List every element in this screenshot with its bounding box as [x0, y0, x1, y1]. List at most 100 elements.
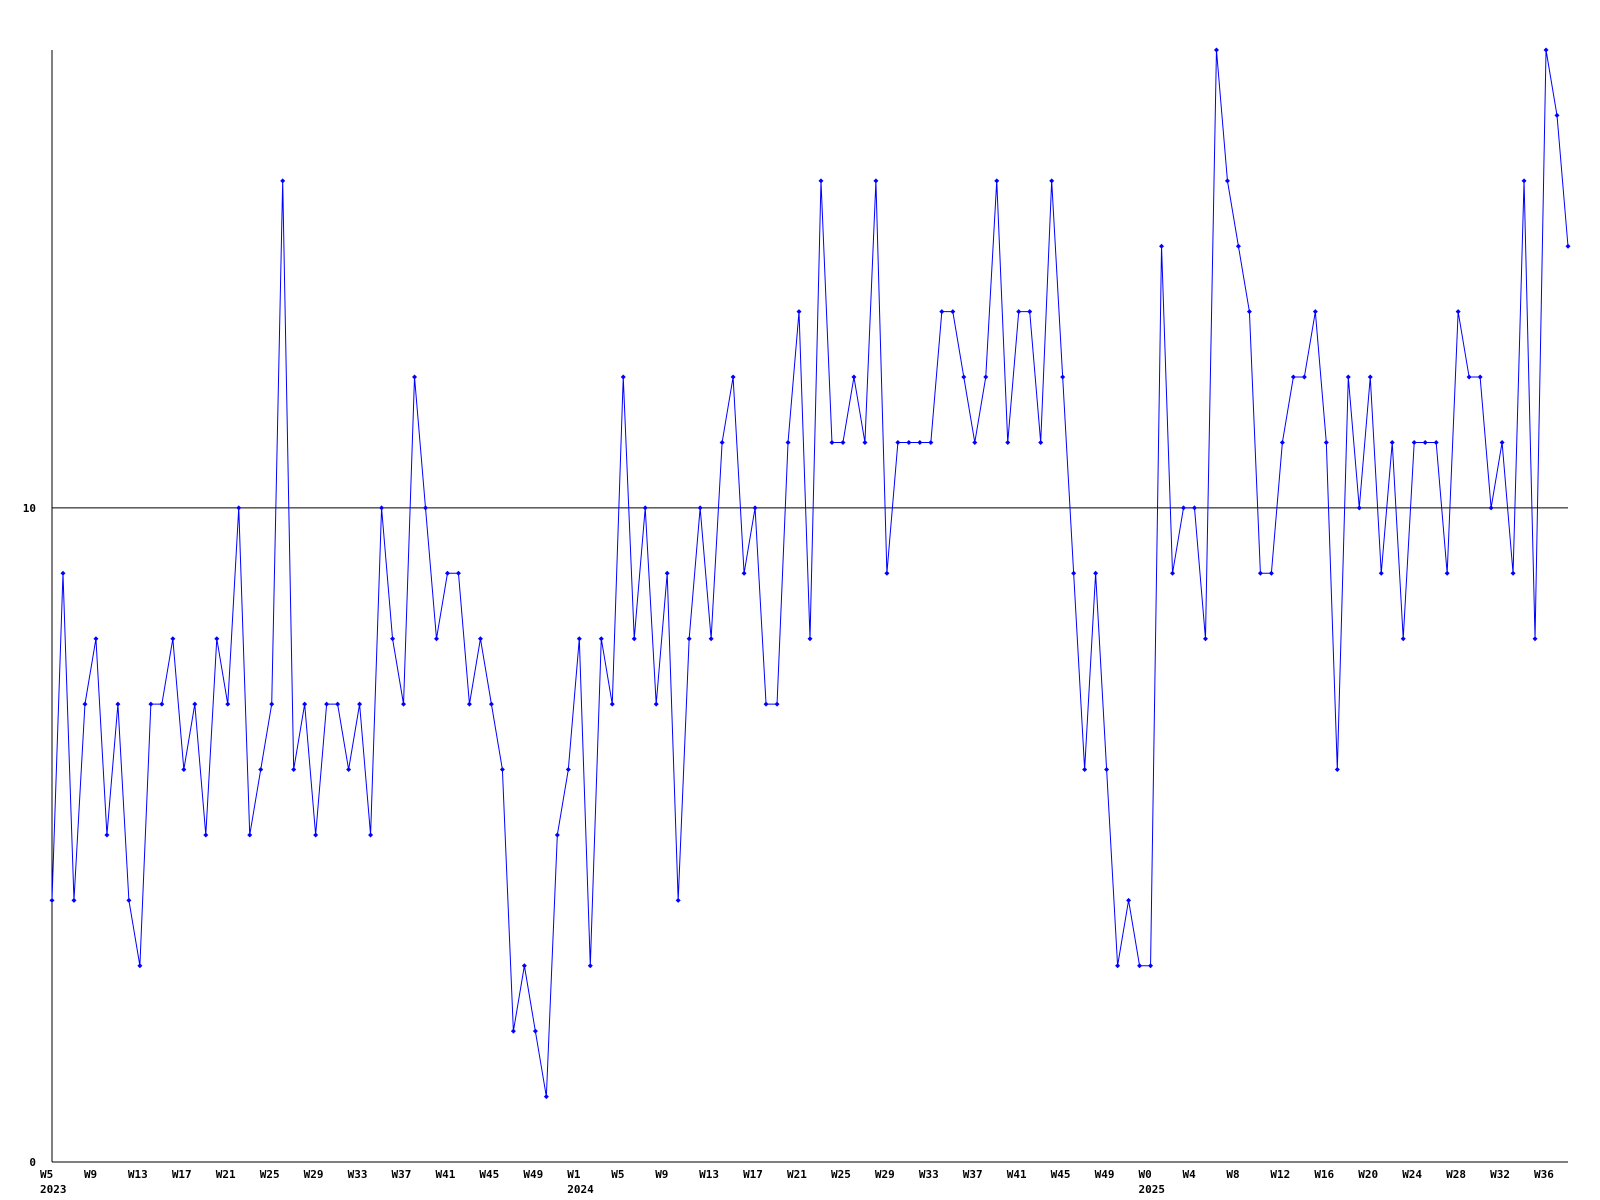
point-marker — [324, 701, 330, 707]
point-marker — [620, 374, 626, 380]
point-marker — [576, 636, 582, 642]
point-marker — [906, 439, 912, 445]
point-marker — [1466, 374, 1472, 380]
x-tick-label: W21 — [216, 1168, 236, 1181]
point-marker — [664, 570, 670, 576]
x-tick-label: W5 — [40, 1168, 53, 1181]
x-tick-label: W1 — [567, 1168, 581, 1181]
x-tick-label: W13 — [699, 1168, 719, 1181]
point-marker — [939, 309, 945, 315]
point-marker — [488, 701, 494, 707]
point-marker — [1279, 439, 1285, 445]
point-marker — [1082, 767, 1088, 773]
point-marker — [1181, 505, 1187, 511]
point-marker — [1400, 636, 1406, 642]
point-marker — [181, 767, 187, 773]
point-marker — [247, 832, 253, 838]
point-marker — [895, 439, 901, 445]
point-marker — [148, 701, 154, 707]
point-marker — [1005, 439, 1011, 445]
x-tick-label: W9 — [84, 1168, 97, 1181]
point-marker — [741, 570, 747, 576]
point-marker — [752, 505, 758, 511]
point-marker — [719, 439, 725, 445]
point-marker — [1071, 570, 1077, 576]
x-tick-label: W36 — [1534, 1168, 1554, 1181]
point-marker — [1422, 439, 1428, 445]
point-marker — [983, 374, 989, 380]
point-marker — [1126, 897, 1132, 903]
point-marker — [203, 832, 209, 838]
x-tick-label: W32 — [1490, 1168, 1510, 1181]
point-marker — [477, 636, 483, 642]
point-marker — [137, 963, 143, 969]
point-marker — [115, 701, 121, 707]
x-tick-label: W20 — [1358, 1168, 1378, 1181]
point-marker — [291, 767, 297, 773]
point-marker — [774, 701, 780, 707]
point-marker — [1137, 963, 1143, 969]
x-tick-label: W17 — [172, 1168, 192, 1181]
point-marker — [1433, 439, 1439, 445]
point-marker — [1213, 47, 1219, 53]
point-marker — [609, 701, 615, 707]
point-marker — [675, 897, 681, 903]
point-marker — [1115, 963, 1121, 969]
x-tick-label: W33 — [919, 1168, 939, 1181]
x-year-label: 2025 — [1139, 1183, 1166, 1196]
x-tick-label: W25 — [260, 1168, 280, 1181]
point-marker — [455, 570, 461, 576]
point-marker — [1038, 439, 1044, 445]
series-line — [51, 49, 1569, 1097]
point-marker — [346, 767, 352, 773]
point-marker — [972, 439, 978, 445]
point-marker — [1301, 374, 1307, 380]
point-marker — [1290, 374, 1296, 380]
x-tick-label: W28 — [1446, 1168, 1466, 1181]
point-marker — [71, 897, 77, 903]
point-marker — [390, 636, 396, 642]
point-marker — [313, 832, 319, 838]
point-marker — [642, 505, 648, 511]
point-marker — [873, 178, 879, 184]
point-marker — [1367, 374, 1373, 380]
point-marker — [159, 701, 165, 707]
point-marker — [631, 636, 637, 642]
x-tick-label: W25 — [831, 1168, 851, 1181]
point-marker — [554, 832, 560, 838]
point-marker — [697, 505, 703, 511]
x-tick-label: W49 — [1095, 1168, 1115, 1181]
point-marker — [1060, 374, 1066, 380]
point-marker — [1049, 178, 1055, 184]
point-marker — [170, 636, 176, 642]
point-marker — [93, 636, 99, 642]
point-marker — [1565, 243, 1571, 249]
point-marker — [1499, 439, 1505, 445]
point-marker — [1543, 47, 1549, 53]
point-marker — [598, 636, 604, 642]
point-marker — [82, 701, 88, 707]
point-marker — [763, 701, 769, 707]
point-marker — [104, 832, 110, 838]
x-year-label: 2024 — [567, 1183, 594, 1196]
point-marker — [1312, 309, 1318, 315]
x-tick-label: W37 — [392, 1168, 412, 1181]
point-marker — [521, 963, 527, 969]
point-marker — [269, 701, 275, 707]
x-tick-label: W13 — [128, 1168, 148, 1181]
point-marker — [653, 701, 659, 707]
point-marker — [236, 505, 242, 511]
point-marker — [1411, 439, 1417, 445]
point-marker — [1104, 767, 1110, 773]
point-marker — [1246, 309, 1252, 315]
point-marker — [785, 439, 791, 445]
x-tick-label: W5 — [611, 1168, 624, 1181]
x-tick-label: W0 — [1139, 1168, 1152, 1181]
point-marker — [928, 439, 934, 445]
point-marker — [862, 439, 868, 445]
x-tick-label: W9 — [655, 1168, 668, 1181]
point-marker — [1159, 243, 1165, 249]
point-marker — [214, 636, 220, 642]
x-tick-label: W12 — [1270, 1168, 1290, 1181]
